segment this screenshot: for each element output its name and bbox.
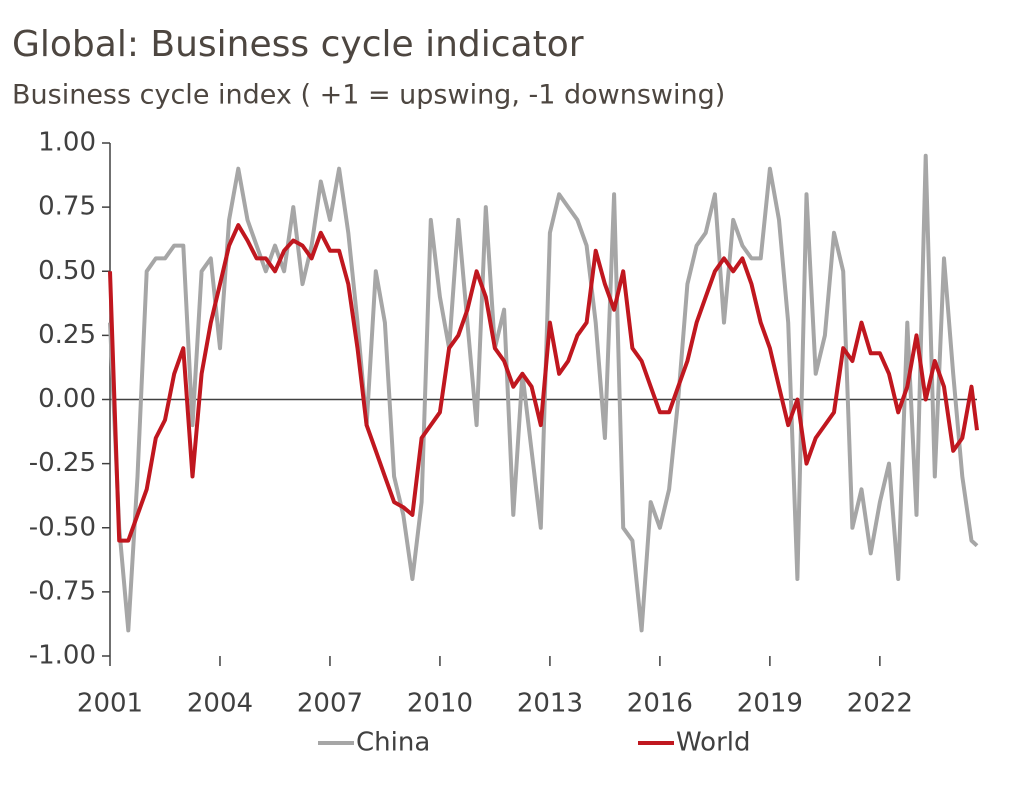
x-tick-label: 2022 xyxy=(847,689,913,719)
x-tick-label: 2001 xyxy=(77,689,143,719)
y-tick-label: 1.00 xyxy=(38,128,96,158)
y-tick-label: 0.25 xyxy=(38,320,96,350)
series-line xyxy=(108,223,979,543)
x-tick-label: 2019 xyxy=(737,689,803,719)
chart-title: Global: Business cycle indicator xyxy=(12,24,584,65)
y-tick-label: -0.25 xyxy=(29,448,96,478)
x-tick-label: 2016 xyxy=(627,689,693,719)
x-tick-label: 2004 xyxy=(187,689,253,719)
x-tick-label: 2007 xyxy=(297,689,363,719)
legend-label: World xyxy=(676,728,751,758)
y-tick-label: 0.75 xyxy=(38,192,96,222)
legend-label: China xyxy=(356,728,430,758)
chart-subtitle: Business cycle index ( +1 = upswing, -1 … xyxy=(12,80,725,111)
x-tick-label: 2010 xyxy=(407,689,473,719)
y-tick-label: 0.00 xyxy=(38,384,96,414)
y-tick-label: -0.50 xyxy=(29,512,96,542)
x-tick-label: 2013 xyxy=(517,689,583,719)
y-tick-label: -0.75 xyxy=(29,576,96,606)
y-tick-label: 0.50 xyxy=(38,256,96,286)
y-tick-label: -1.00 xyxy=(29,641,96,671)
